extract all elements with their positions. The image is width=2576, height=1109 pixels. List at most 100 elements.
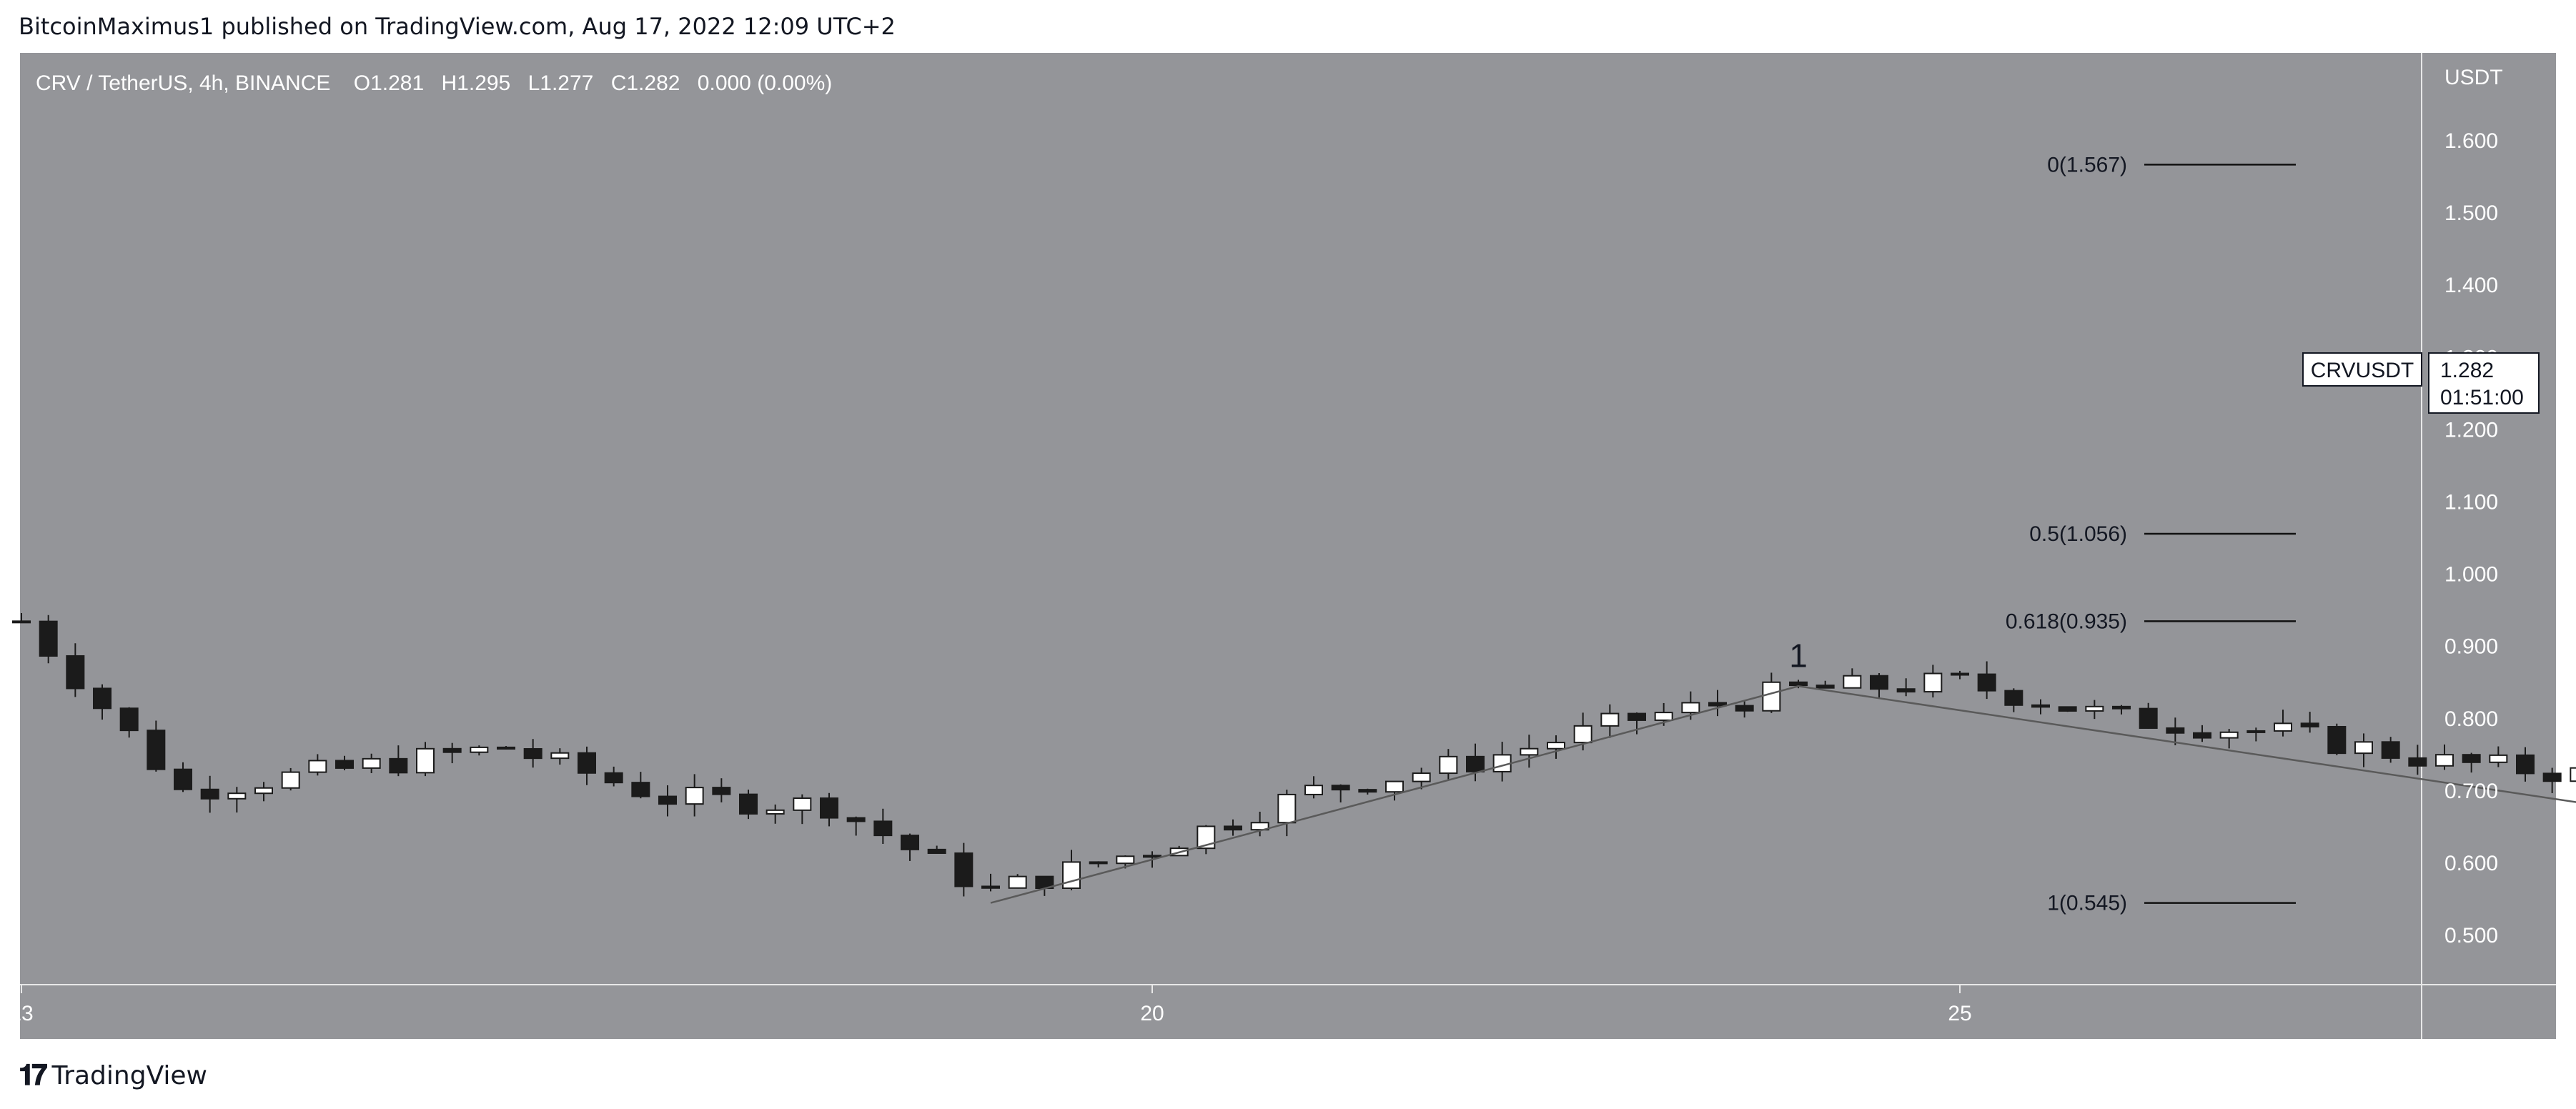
candle-body xyxy=(119,707,139,732)
candle-body xyxy=(578,752,596,774)
y-tick-label: 1.400 xyxy=(2444,274,2498,297)
candle-body xyxy=(2031,704,2050,708)
candle-body xyxy=(766,809,785,815)
candle-body xyxy=(2462,754,2481,763)
close-value: 1.282 xyxy=(626,71,680,95)
y-tick-label: 0.600 xyxy=(2444,852,2498,875)
candle-body xyxy=(2570,767,2576,782)
candle-body xyxy=(1224,825,1242,831)
candle-body xyxy=(1277,793,1297,824)
candle-body xyxy=(1385,780,1404,793)
candle-body xyxy=(2300,722,2319,727)
wave-label: 1 xyxy=(1789,637,1808,674)
candle-body xyxy=(1573,725,1592,744)
candle-body xyxy=(873,820,893,837)
candle-body xyxy=(846,817,866,822)
close-label: C xyxy=(611,71,627,95)
tradingview-logo[interactable]: 𝟏𝟕 TradingView xyxy=(19,1058,207,1093)
y-axis-unit: USDT xyxy=(2444,66,2503,89)
candle-body xyxy=(1439,755,1458,775)
low-value: 1.277 xyxy=(540,71,593,95)
candle-body xyxy=(1412,772,1431,782)
y-tick-label: 1.000 xyxy=(2444,563,2498,587)
candle-body xyxy=(2516,754,2535,775)
candle-body xyxy=(2274,722,2292,732)
price-tag-name: CRVUSDT xyxy=(2311,359,2414,382)
candle-body xyxy=(1708,702,1727,707)
candle-body xyxy=(550,752,570,760)
price-tag[interactable]: CRVUSDT 1.282 01:51:00 xyxy=(2302,352,2540,414)
wave-lines-layer xyxy=(990,685,2576,904)
time-scale-background[interactable] xyxy=(20,985,2556,1039)
candle-body xyxy=(227,792,247,800)
x-tick-label: 25 xyxy=(1948,1002,1971,1025)
candle-body xyxy=(2354,741,2373,755)
high-label: H xyxy=(442,71,457,95)
candle-body xyxy=(147,730,166,770)
candle-body xyxy=(658,795,677,805)
impulse-wave-line xyxy=(990,685,2576,904)
fib-level-label: 1(0.545) xyxy=(2047,892,2127,915)
price-tag-name-box xyxy=(2302,352,2422,387)
candle-body xyxy=(1923,672,1943,693)
candle-body xyxy=(1143,855,1161,858)
candle-body xyxy=(2542,772,2562,782)
candle-body xyxy=(2246,730,2266,733)
candle-body xyxy=(1520,747,1539,756)
candle-body xyxy=(2489,754,2508,763)
candle-body xyxy=(1654,712,1673,721)
candle-body xyxy=(335,760,354,769)
candle-body xyxy=(901,835,919,850)
candle-body xyxy=(1735,705,1754,712)
candle-body xyxy=(1304,785,1323,795)
candle-body xyxy=(1896,688,1916,693)
candle-body xyxy=(1116,855,1135,865)
open-value: 1.281 xyxy=(370,71,424,95)
y-tick-label: 0.700 xyxy=(2444,780,2498,803)
candle-body xyxy=(442,747,462,753)
candle-body xyxy=(308,760,327,773)
candle-body xyxy=(362,757,381,769)
candle-body xyxy=(2085,705,2104,712)
candle-body xyxy=(1789,681,1808,687)
y-tick-label: 1.500 xyxy=(2444,202,2498,225)
price-tag-value-box xyxy=(2428,352,2540,414)
wave-labels-layer: 12345ABC xyxy=(1789,637,1808,674)
candle-body xyxy=(820,797,838,819)
candle-body xyxy=(1089,861,1108,865)
publisher-line: BitcoinMaximus1 published on TradingView… xyxy=(19,13,896,40)
change-value: 0.000 (0.00%) xyxy=(698,71,832,95)
candle-body xyxy=(793,797,812,811)
fib-level-label: 0.5(1.056) xyxy=(2029,522,2127,546)
candle-body xyxy=(12,620,31,624)
candle-body xyxy=(631,782,650,797)
y-tick-label: 0.900 xyxy=(2444,635,2498,659)
candle-body xyxy=(1600,712,1620,727)
y-tick-label: 1.100 xyxy=(2444,491,2498,514)
candle-body xyxy=(174,768,192,790)
candle-body xyxy=(1547,742,1565,750)
candle-body xyxy=(2327,725,2347,755)
candle-body xyxy=(1870,675,1888,690)
plot-background xyxy=(20,53,2422,985)
candle-body xyxy=(685,787,704,805)
candle-body xyxy=(2139,707,2158,729)
fib-level-label: 0(1.567) xyxy=(2047,153,2127,176)
candle-body xyxy=(1331,785,1350,791)
candle-body xyxy=(1628,712,1646,721)
symbol-info[interactable]: CRV / TetherUS, 4h, BINANCE O1.281 H1.29… xyxy=(36,71,832,95)
high-value: 1.295 xyxy=(457,71,510,95)
y-tick-label: 1.200 xyxy=(2444,418,2498,442)
candle-body xyxy=(604,772,623,784)
y-tick-label: 1.600 xyxy=(2444,129,2498,153)
price-tag-countdown: 01:51:00 xyxy=(2440,386,2524,409)
price-scale-background[interactable] xyxy=(2422,53,2556,985)
candle-body xyxy=(39,620,58,657)
candle-body xyxy=(254,787,273,795)
candle-body xyxy=(2058,706,2077,712)
candle-body xyxy=(2004,690,2023,706)
candle-body xyxy=(1762,681,1781,712)
candle-body xyxy=(739,793,758,815)
candle-body xyxy=(1977,673,1996,692)
